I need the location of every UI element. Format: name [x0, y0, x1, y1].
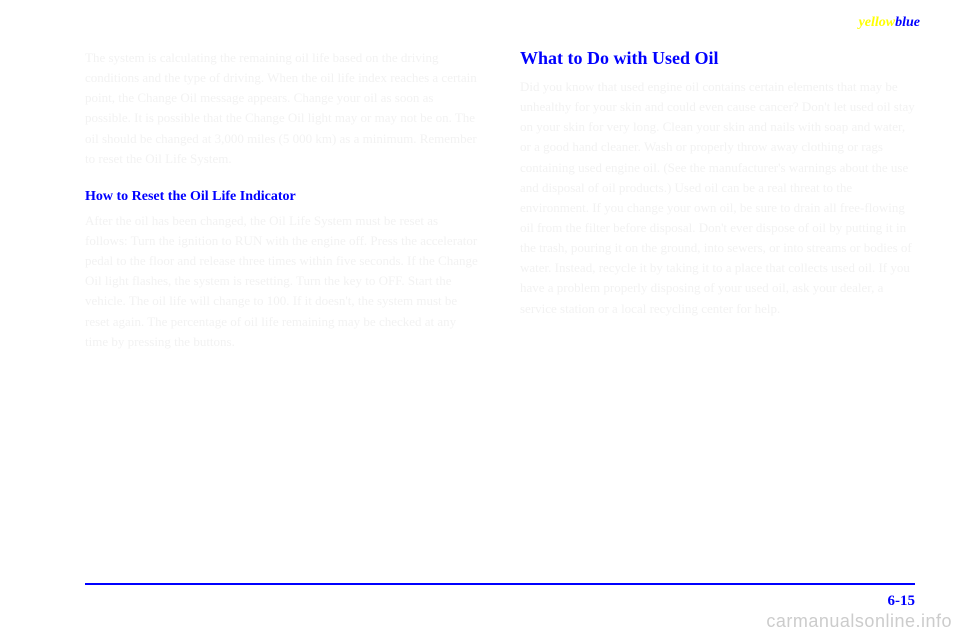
right-column: What to Do with Used Oil Did you know th… [520, 48, 915, 352]
header-blue-text: blue [895, 15, 920, 30]
header-watermark: yellowblue [859, 15, 920, 31]
left-body-paragraph: After the oil has been changed, the Oil … [85, 211, 480, 352]
source-watermark: carmanualsonline.info [766, 611, 952, 632]
left-intro-paragraph: The system is calculating the remaining … [85, 48, 480, 169]
footer-rule [85, 583, 915, 585]
header-yellow-text: yellow [859, 15, 896, 30]
reset-indicator-heading: How to Reset the Oil Life Indicator [85, 189, 480, 205]
page-content: The system is calculating the remaining … [85, 48, 915, 352]
page-number: 6-15 [888, 593, 916, 610]
right-body-paragraph: Did you know that used engine oil contai… [520, 77, 915, 319]
left-column: The system is calculating the remaining … [85, 48, 480, 352]
used-oil-heading: What to Do with Used Oil [520, 48, 915, 69]
